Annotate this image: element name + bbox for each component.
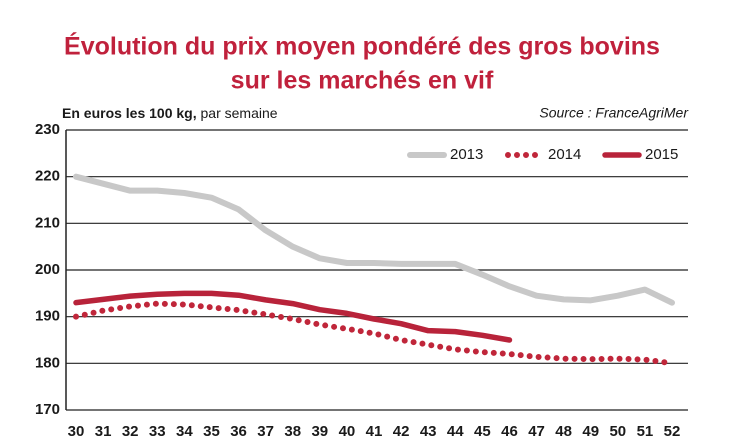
y-tick-label: 210 bbox=[35, 214, 60, 231]
x-tick-label: 42 bbox=[393, 423, 410, 440]
x-tick-label: 32 bbox=[122, 423, 139, 440]
x-tick-label: 38 bbox=[284, 423, 301, 440]
series-line bbox=[73, 300, 675, 367]
x-tick-label: 39 bbox=[311, 423, 328, 440]
x-tick-label: 50 bbox=[609, 423, 626, 440]
x-tick-label: 49 bbox=[582, 423, 599, 440]
x-tick-label: 46 bbox=[501, 423, 518, 440]
x-tick-label: 45 bbox=[474, 423, 491, 440]
x-tick-label: 52 bbox=[664, 423, 681, 440]
x-tick-label: 43 bbox=[420, 423, 437, 440]
y-tick-label: 190 bbox=[35, 308, 60, 325]
x-tick-label: 40 bbox=[339, 423, 356, 440]
x-tick-label: 35 bbox=[203, 423, 220, 440]
chart-title: sur les marchés en vif bbox=[231, 67, 494, 95]
y-tick-label: 170 bbox=[35, 401, 60, 418]
y-tick-label: 180 bbox=[35, 354, 60, 371]
x-tick-label: 41 bbox=[366, 423, 383, 440]
legend-label: 2014 bbox=[548, 146, 581, 163]
y-axis-label-unit: En euros les 100 kg, bbox=[62, 105, 197, 121]
x-tick-label: 37 bbox=[257, 423, 274, 440]
x-tick-label: 33 bbox=[149, 423, 166, 440]
y-axis-label: En euros les 100 kg, par semaine bbox=[62, 105, 278, 121]
x-tick-label: 51 bbox=[637, 423, 654, 440]
y-axis-label-note: par semaine bbox=[201, 105, 278, 121]
x-tick-label: 31 bbox=[95, 423, 112, 440]
legend-label: 2015 bbox=[645, 146, 678, 163]
y-tick-label: 230 bbox=[35, 121, 60, 138]
series-line bbox=[73, 173, 675, 306]
legend-label: 2013 bbox=[450, 146, 483, 163]
x-tick-label: 30 bbox=[68, 423, 85, 440]
y-tick-label: 200 bbox=[35, 261, 60, 278]
x-tick-label: 44 bbox=[447, 423, 464, 440]
x-tick-label: 34 bbox=[176, 423, 193, 440]
source: Source : FranceAgriMer bbox=[539, 105, 689, 121]
x-tick-label: 47 bbox=[528, 423, 545, 440]
y-tick-label: 220 bbox=[35, 168, 60, 185]
x-tick-label: 36 bbox=[230, 423, 247, 440]
chart-title: Évolution du prix moyen pondéré des gros… bbox=[64, 32, 660, 61]
series-line bbox=[73, 290, 513, 343]
x-tick-label: 48 bbox=[555, 423, 572, 440]
